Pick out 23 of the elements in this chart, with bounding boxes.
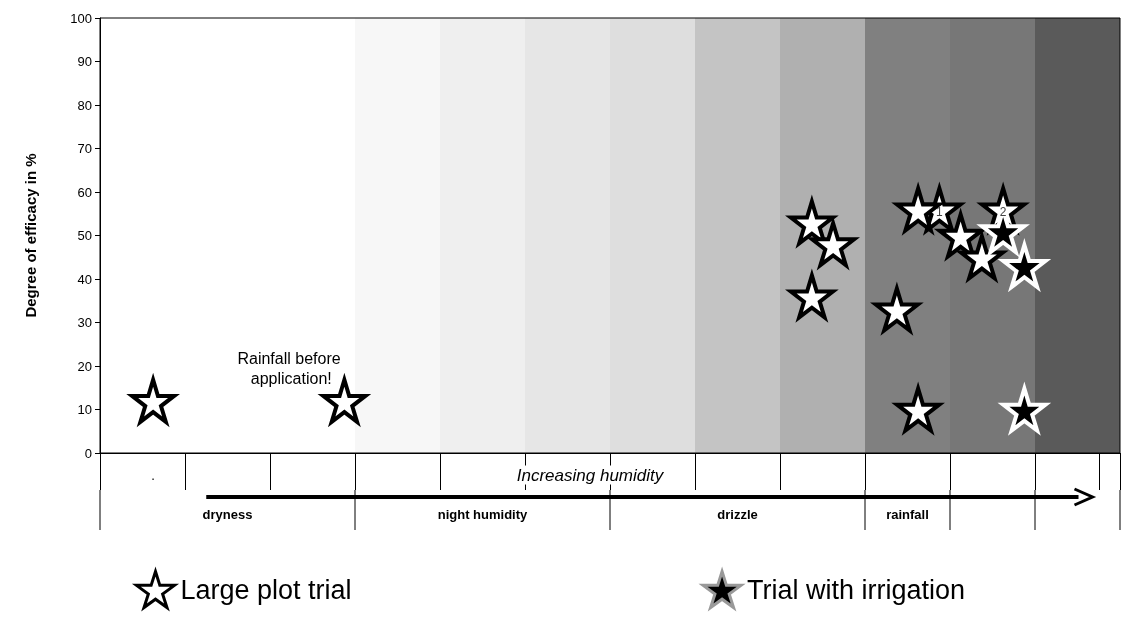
y-tick-label: 10 (77, 402, 92, 417)
y-axis-title: Degree of efficacy in % (22, 153, 39, 318)
y-tick-label: 80 (77, 97, 92, 113)
text: dryness (202, 506, 253, 522)
y-tick-label: 70 (77, 141, 92, 156)
annotation: 2 (999, 205, 1007, 220)
y-tick-label: 20 (77, 358, 92, 374)
x-tick-label: . (151, 468, 155, 483)
y-tick-label: 30 (77, 315, 92, 330)
y-tick-label: 40 (77, 271, 92, 287)
y-tick-label: 50 (77, 228, 92, 243)
y-tick-label: 90 (77, 54, 92, 69)
legend-label: Large plot trial (180, 574, 352, 605)
y-tick-label: 60 (77, 184, 92, 200)
y-tick-label: 0 (84, 445, 92, 461)
text: night humidity (437, 506, 529, 522)
y-tick-label: 100 (70, 10, 92, 26)
text: rainfall (886, 506, 929, 522)
annotation: 1 (936, 205, 944, 220)
annotation: Rainfall before application! (237, 349, 346, 387)
legend-label: Trial with irrigation (747, 574, 966, 605)
text: drizzle (717, 506, 758, 522)
text: Increasing humidity (516, 465, 665, 485)
